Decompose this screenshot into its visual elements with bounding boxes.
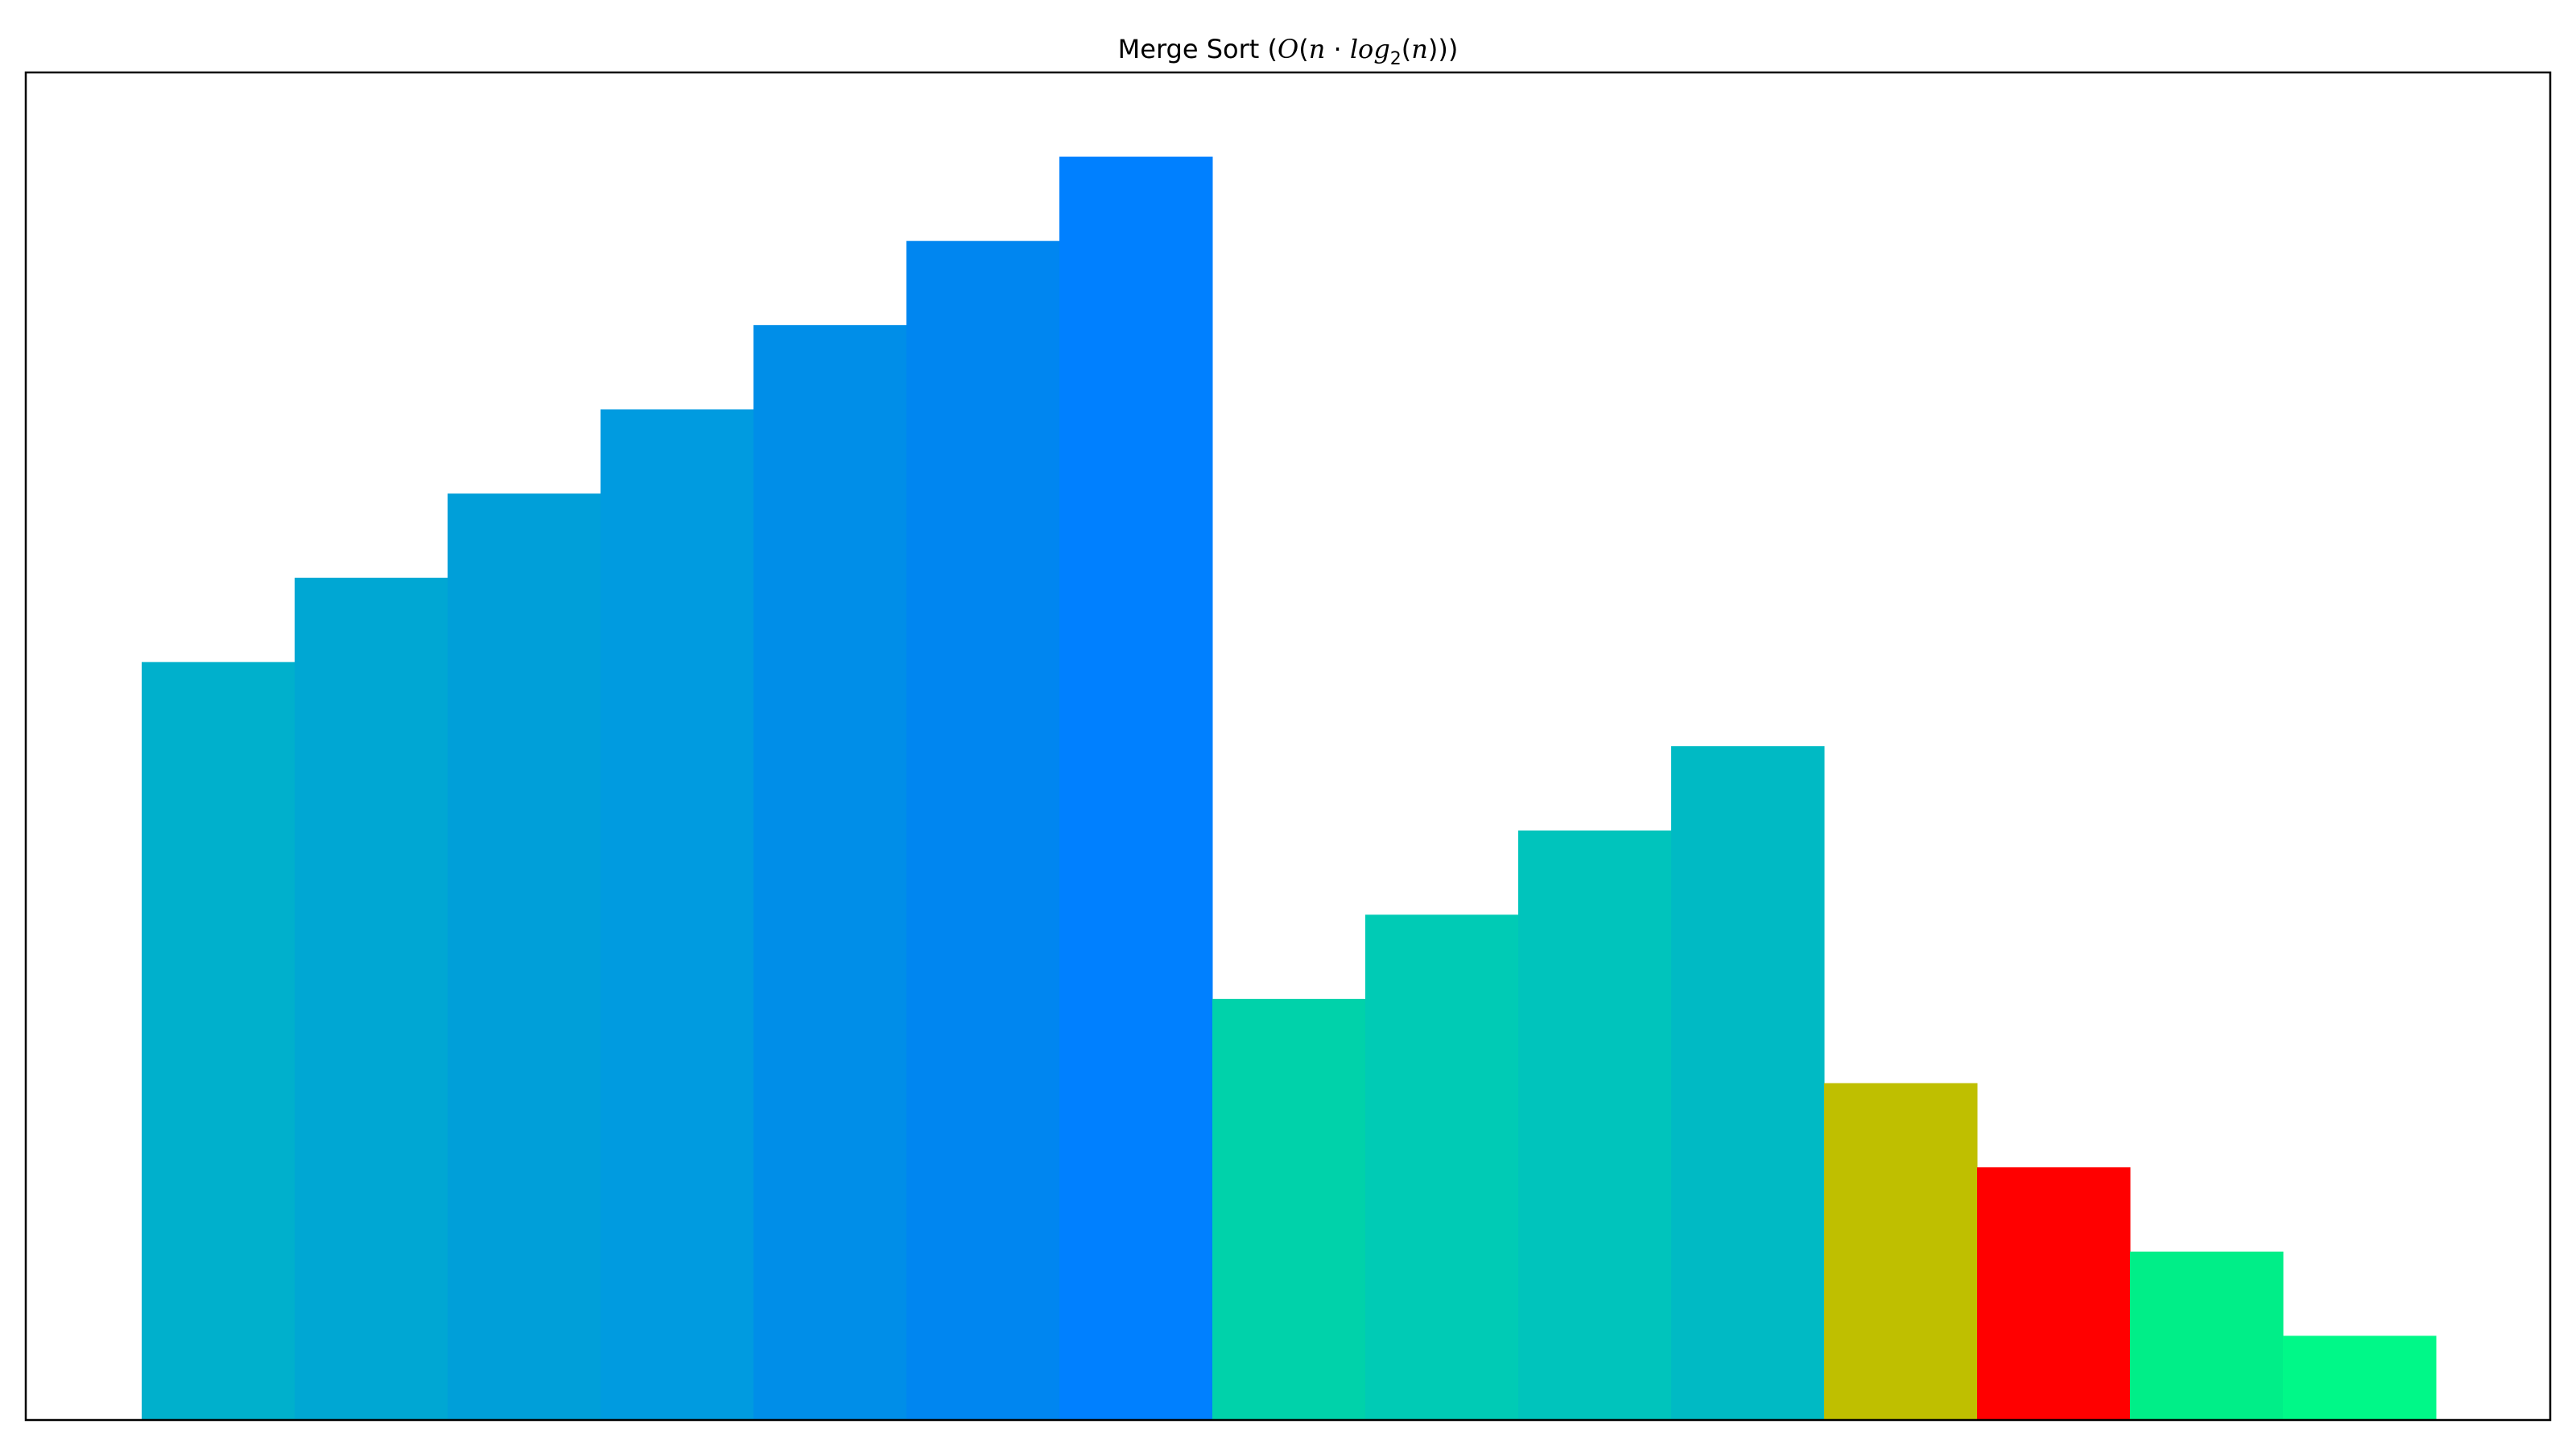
title-dot: · bbox=[1325, 34, 1350, 64]
title-arg-open: ( bbox=[1402, 34, 1411, 64]
bar-1 bbox=[142, 662, 295, 1420]
bar-6 bbox=[906, 241, 1060, 1420]
title-arg: n bbox=[1411, 34, 1428, 64]
title-n: n bbox=[1309, 34, 1326, 64]
bar-15 bbox=[2283, 1335, 2437, 1420]
bar-11 bbox=[1671, 746, 1825, 1420]
bar-2 bbox=[295, 577, 448, 1420]
title-big-o: O bbox=[1278, 34, 1298, 64]
bar-7 bbox=[1059, 156, 1213, 1420]
bar-12 bbox=[1824, 1083, 1978, 1420]
bars-group bbox=[142, 156, 2437, 1420]
bar-9 bbox=[1365, 914, 1519, 1420]
title-prefix: Merge Sort ( bbox=[1118, 34, 1278, 64]
title-close: ))) bbox=[1428, 34, 1458, 64]
bar-13 bbox=[1977, 1167, 2131, 1420]
title-open-paren: ( bbox=[1298, 34, 1308, 64]
bar-10 bbox=[1518, 830, 1672, 1420]
bar-4 bbox=[601, 409, 754, 1420]
chart-title: Merge Sort (O(n · log2(n))) bbox=[1118, 34, 1459, 69]
bar-14 bbox=[2130, 1251, 2284, 1420]
title-log-base: 2 bbox=[1390, 49, 1402, 69]
title-log: log bbox=[1350, 34, 1390, 64]
plot-frame bbox=[24, 71, 2552, 1422]
bar-5 bbox=[753, 324, 907, 1420]
bar-8 bbox=[1212, 998, 1366, 1420]
bar-3 bbox=[448, 493, 601, 1420]
